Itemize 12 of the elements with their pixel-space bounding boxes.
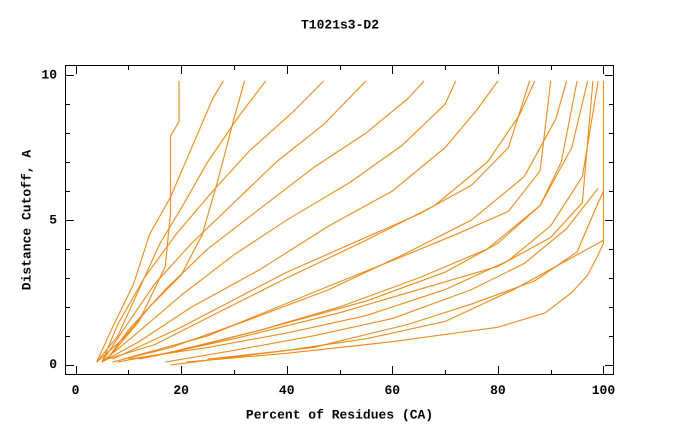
y-tick-label: 0 bbox=[49, 357, 58, 372]
x-tick-label: 80 bbox=[490, 383, 506, 398]
chart-title: T1021s3-D2 bbox=[300, 17, 380, 32]
x-tick-label: 0 bbox=[72, 383, 80, 398]
y-tick-label: 10 bbox=[41, 67, 58, 82]
x-tick-label: 100 bbox=[592, 383, 616, 398]
x-tick-label: 60 bbox=[384, 383, 400, 398]
x-tick-label: 40 bbox=[278, 383, 295, 398]
x-axis-title: Percent of Residues (CA) bbox=[246, 407, 434, 422]
y-axis-title: Distance Cutoff, A bbox=[19, 150, 34, 290]
y-tick-label: 5 bbox=[49, 212, 58, 228]
x-tick-label: 20 bbox=[173, 383, 190, 398]
